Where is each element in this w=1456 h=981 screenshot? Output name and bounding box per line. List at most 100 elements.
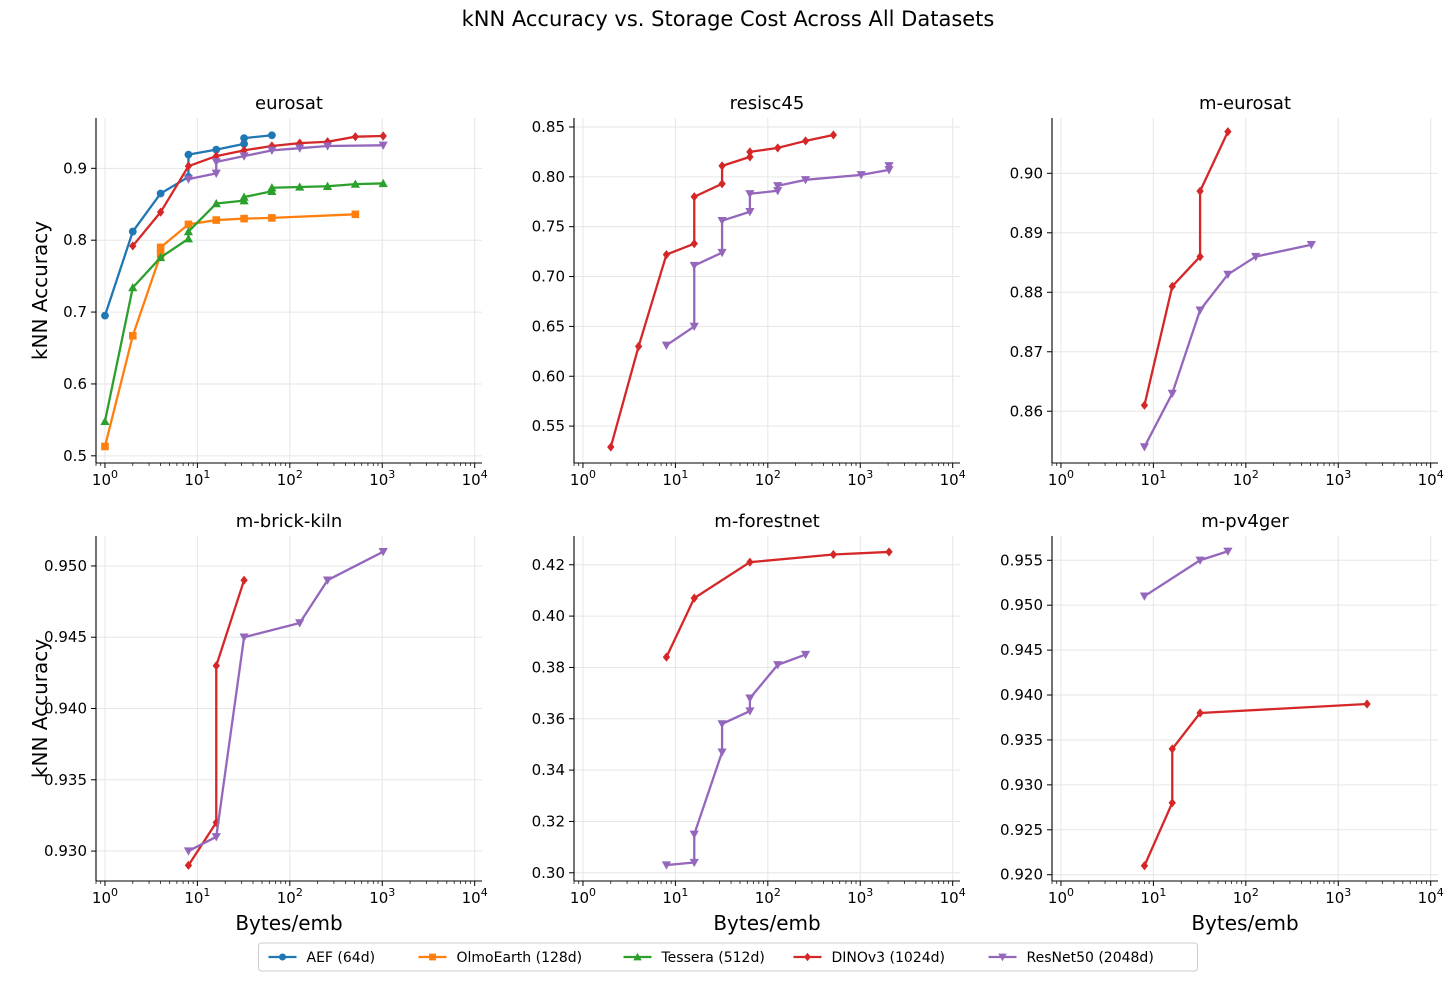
data-point [211,158,221,167]
legend-marker [633,952,642,961]
data-point [718,179,726,189]
legend-marker [804,952,811,962]
data-point [268,214,276,222]
data-point [717,748,727,757]
data-point [1140,861,1149,871]
legend-entry-dinov3-1024d: DINOv3 (1024d) [793,950,945,966]
x-tick-label: 102 [755,468,781,489]
series-resnet50-2048d [1139,241,1316,452]
y-tick-label: 0.38 [532,658,565,676]
data-point [800,650,811,660]
data-point [156,189,165,198]
y-tick-label: 0.70 [532,268,565,286]
subplot-title: m-eurosat [1199,93,1291,114]
series-line [1143,131,1229,406]
subplot-m-forestnet: 100 101 102 103 1040.300.320.340.360.380.400… [532,511,966,935]
data-point [1196,251,1204,262]
data-point [829,549,838,560]
y-ticks: 0.55 0.60 0.65 0.70 0.75 0.80 0.85 [532,118,574,435]
grid [1052,118,1438,463]
data-point [183,175,194,184]
series-line [665,550,890,658]
series-line [1143,550,1229,598]
x-ticks: 100 101 102 103 104 [92,881,488,907]
y-tick-label: 0.30 [532,864,565,882]
y-tick-label: 0.945 [44,628,87,646]
series-dinov3-1024d [1140,699,1371,871]
data-point [101,442,109,451]
y-tick-label: 0.950 [44,557,87,575]
data-point [351,132,360,142]
subplot-eurosat: 100 101 102 103 104 0.5 0.6 0.7 0.8 0.9 eurosat kNN… [28,93,488,489]
subplot-title: resisc45 [730,93,805,114]
subplot-title: eurosat [255,93,323,114]
series-line [131,134,384,247]
y-tick-label: 0.6 [63,375,87,393]
data-point [351,210,360,219]
x-ticks: 100 101 102 103 104 [1048,881,1444,907]
series-line [103,213,356,447]
data-point [800,176,811,185]
y-tick-label: 0.34 [532,761,565,779]
legend-label: AEF (64d) [307,950,376,966]
legend-entry-tessera-512d: Tessera (512d) [623,950,765,966]
y-tick-label: 0.5 [63,447,87,465]
series-resnet50-2048d [661,650,811,870]
data-point [745,208,755,217]
y-tick-label: 0.36 [532,710,565,728]
y-ticks: 0.30 0.32 0.34 0.36 0.38 0.40 0.42 [532,556,574,882]
y-axis-label: kNN Accuracy [28,639,52,778]
data-point [690,239,698,249]
data-point [156,252,166,262]
series-dinov3-1024d [184,575,248,870]
data-point [746,147,754,157]
series-line [187,550,384,853]
y-ticks: 0.930 0.935 0.940 0.945 0.950 [44,557,96,860]
data-point [1139,592,1150,601]
data-point [267,183,277,192]
data-point [101,311,109,320]
legend-entry-resnet50-2048d: ResNet50 (2048d) [988,950,1154,966]
data-point [128,331,137,340]
y-tick-label: 0.60 [532,367,565,385]
data-point [322,181,333,190]
data-point [322,142,333,151]
y-tick-label: 0.32 [532,812,565,830]
figure-title: kNN Accuracy vs. Storage Cost Across All… [462,7,995,31]
data-point [690,192,698,202]
data-point [295,182,305,191]
x-tick-label: 101 [662,468,688,489]
data-point [211,833,221,842]
data-point [379,131,387,141]
series-dinov3-1024d [1140,127,1232,410]
x-ticks: 100 101 102 103 104 [570,463,966,489]
data-point [184,150,193,159]
y-ticks: 0.86 0.87 0.88 0.89 0.90 [1010,164,1052,420]
data-point [129,241,137,251]
data-point [1195,306,1205,315]
data-point [773,661,783,670]
data-point [689,858,699,868]
y-tick-label: 0.42 [532,556,565,574]
data-point [268,131,276,140]
subplot-title: m-forestnet [714,511,819,532]
data-point [1363,699,1371,709]
data-point [1140,400,1149,410]
data-point [689,261,699,271]
x-tick-label: 103 [847,468,873,489]
data-point [689,830,699,839]
y-tick-label: 0.930 [44,842,87,860]
y-tick-label: 0.935 [1000,731,1043,749]
x-tick-label: 103 [1325,886,1351,907]
x-tick-label: 102 [755,886,781,907]
x-tick-label: 104 [940,468,966,489]
data-point [1224,127,1232,137]
y-tick-label: 0.920 [1000,866,1043,884]
data-point [212,145,221,154]
y-tick-label: 0.930 [1000,776,1043,794]
data-point [690,593,698,603]
data-point [634,341,643,351]
grid [96,118,482,463]
data-point [829,130,838,140]
legend-frame [258,942,1198,972]
